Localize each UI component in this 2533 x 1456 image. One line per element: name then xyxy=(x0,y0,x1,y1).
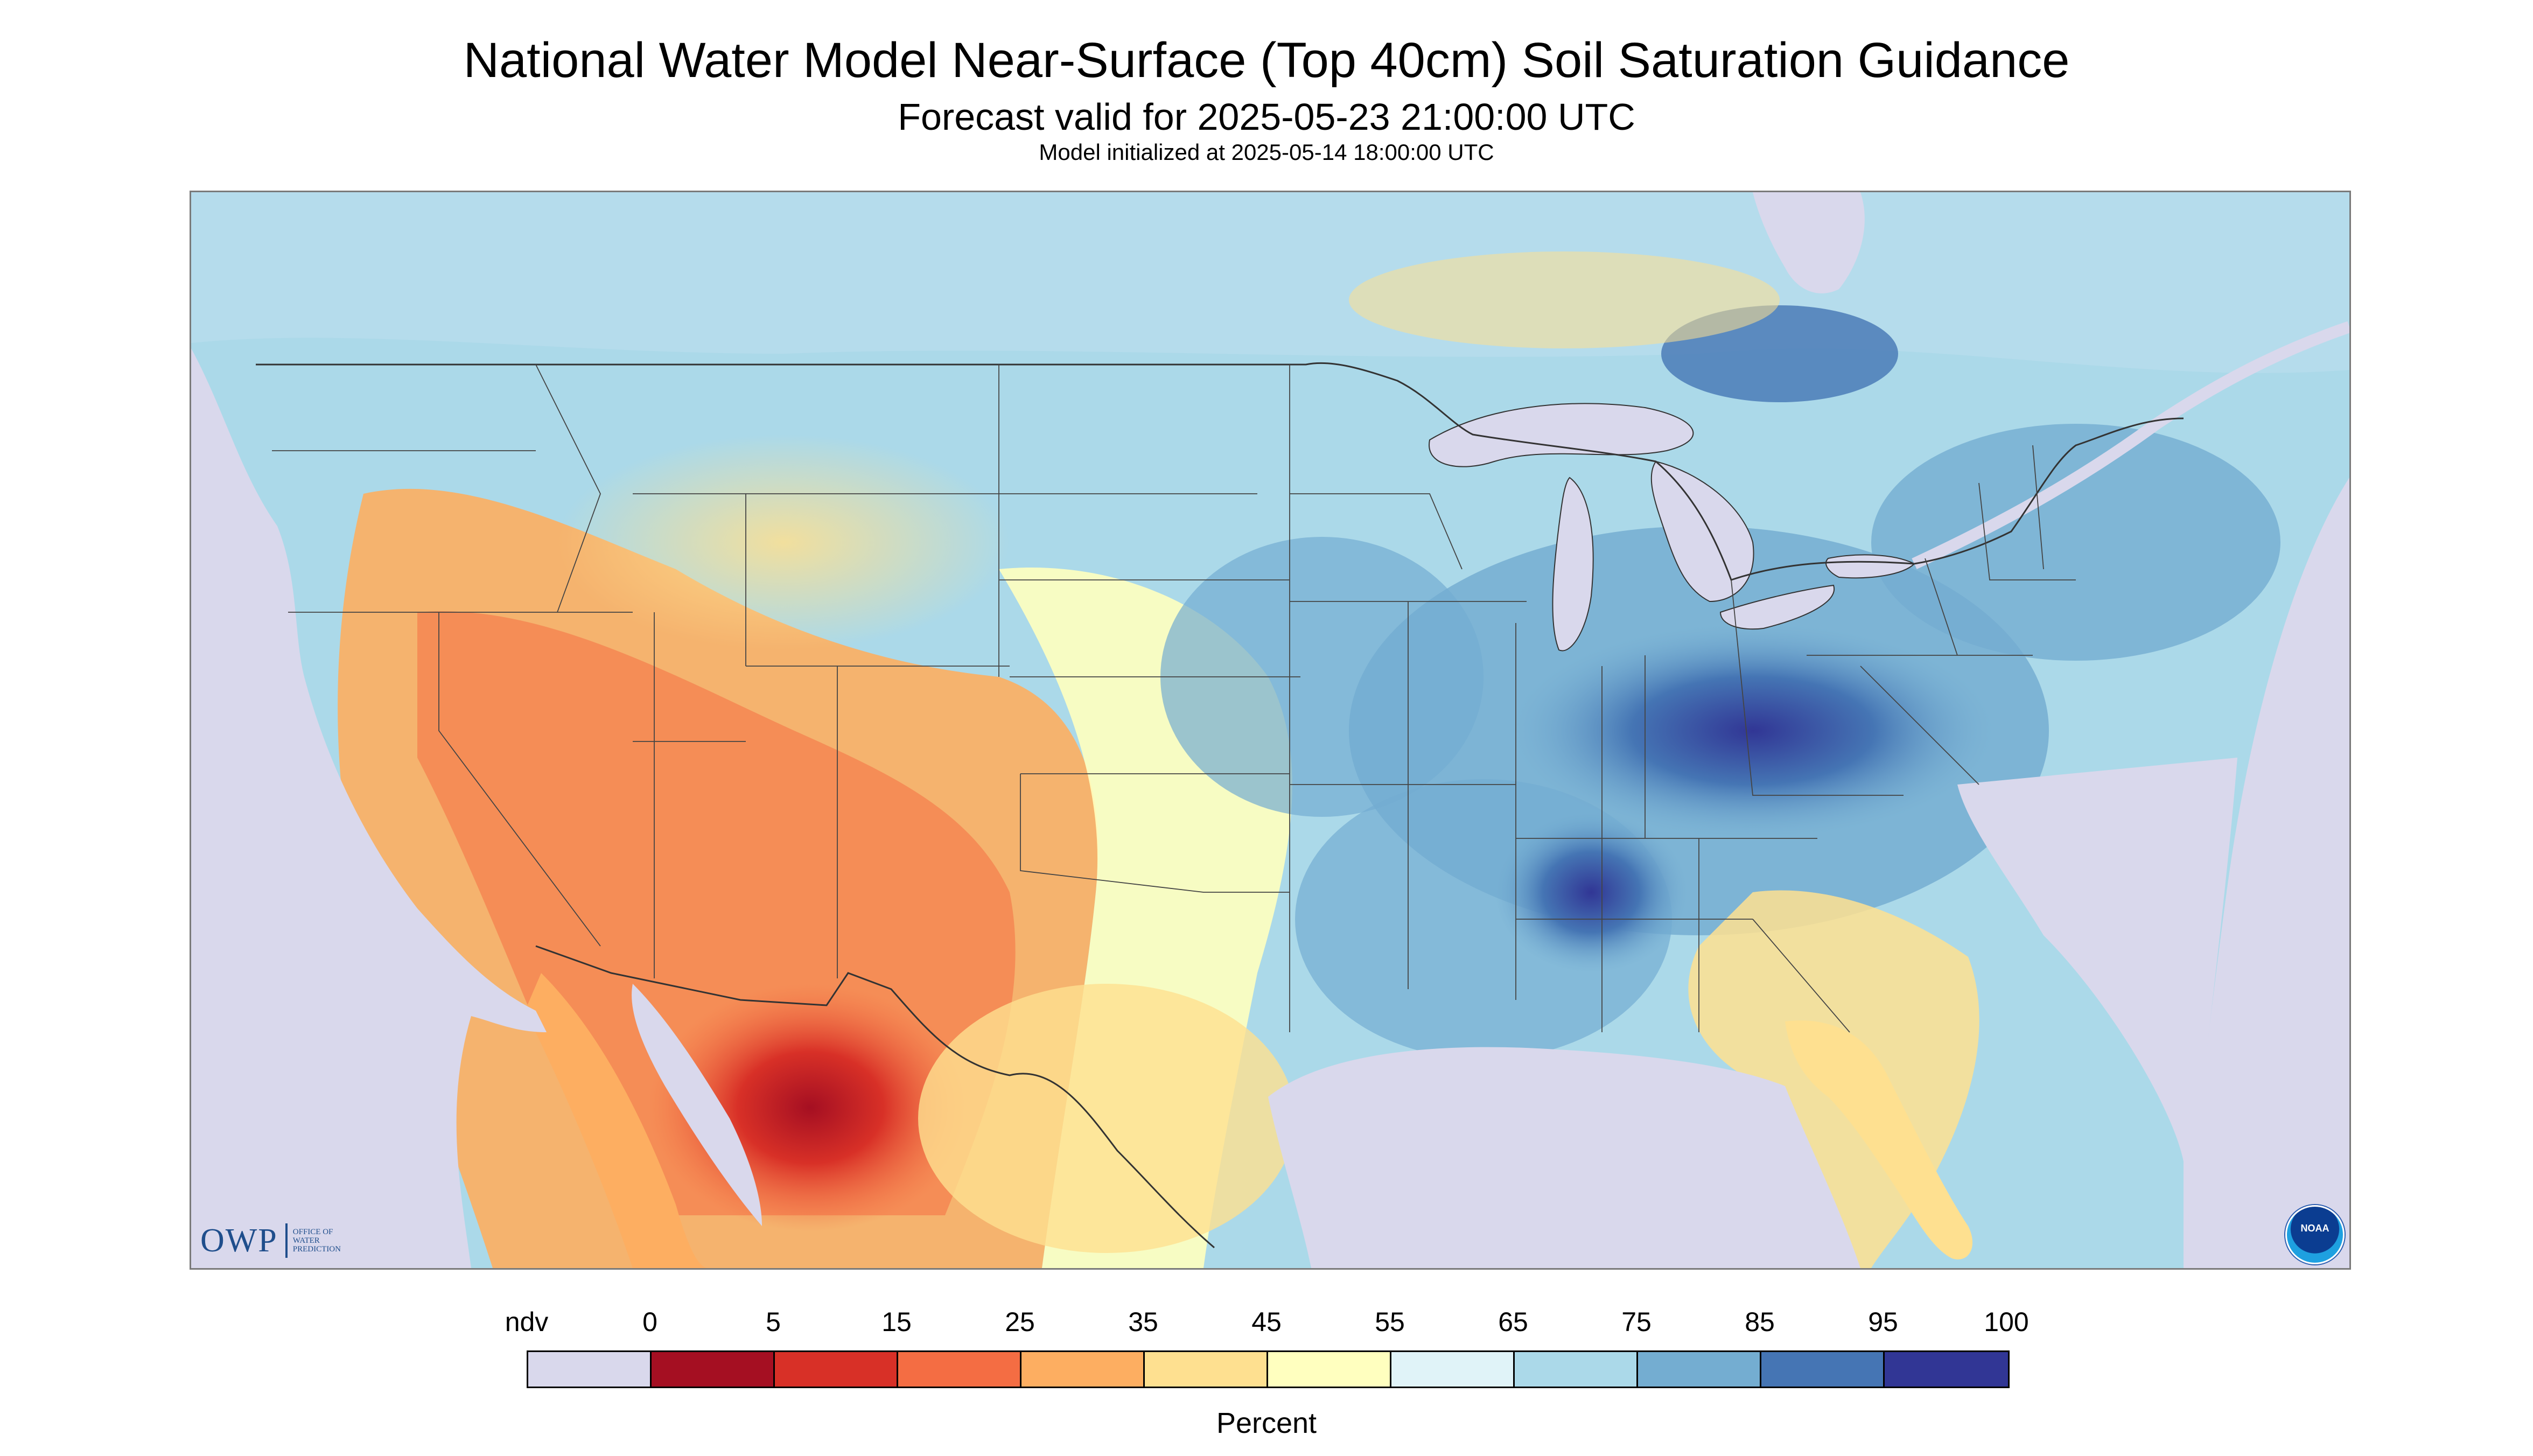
legend-labels: ndv 0 5 15 25 35 45 55 65 75 85 95 100 xyxy=(0,1306,2533,1339)
legend-swatch-45-55 xyxy=(1268,1352,1391,1387)
legend-swatch-25-35 xyxy=(1021,1352,1145,1387)
lake-superior xyxy=(1429,403,1694,467)
legend-label-75: 75 xyxy=(1621,1307,1652,1337)
legend-swatch-85-95 xyxy=(1761,1352,1885,1387)
noaa-logo-text: NOAA xyxy=(2300,1222,2329,1234)
map-canvas xyxy=(191,192,2349,1268)
owp-logo-text: OWP xyxy=(200,1222,278,1259)
legend-label-100: 100 xyxy=(1984,1307,2029,1337)
legend-label-ndv: ndv xyxy=(505,1307,549,1337)
us-mexico-border xyxy=(535,945,1215,1249)
legend-swatch-65-75 xyxy=(1515,1352,1638,1387)
legend-label-35: 35 xyxy=(1128,1307,1158,1337)
lake-michigan xyxy=(1552,477,1594,652)
legend-label-15: 15 xyxy=(881,1307,912,1337)
soil-saturation-map xyxy=(190,191,2351,1270)
legend-swatch-35-45 xyxy=(1145,1352,1268,1387)
legend-label-65: 65 xyxy=(1498,1307,1528,1337)
model-init-time: Model initialized at 2025-05-14 18:00:00… xyxy=(1039,139,1494,165)
legend-label-95: 95 xyxy=(1868,1307,1898,1337)
lake-huron xyxy=(1650,460,1754,603)
owp-sub-line-1: OFFICE OF xyxy=(292,1228,333,1236)
legend-swatch-55-65 xyxy=(1391,1352,1515,1387)
owp-sub-line-2: WATER xyxy=(292,1236,320,1245)
legend-label-45: 45 xyxy=(1251,1307,1282,1337)
legend-label-85: 85 xyxy=(1745,1307,1775,1337)
owp-logo-divider xyxy=(285,1223,288,1258)
legend-swatch-95-100 xyxy=(1885,1352,2008,1387)
legend-colorbar xyxy=(527,1350,2010,1388)
legend-label-0: 0 xyxy=(642,1307,657,1337)
legend-swatch-ndv xyxy=(528,1352,652,1387)
owp-logo: OWP OFFICE OF WATER PREDICTION xyxy=(200,1221,341,1260)
legend-label-55: 55 xyxy=(1375,1307,1405,1337)
legend-swatch-0-5 xyxy=(652,1352,775,1387)
legend-label-5: 5 xyxy=(766,1307,781,1337)
legend-swatch-75-85 xyxy=(1638,1352,1761,1387)
atlantic-nodata xyxy=(2184,478,2349,1268)
legend-swatch-15-25 xyxy=(898,1352,1021,1387)
lake-erie xyxy=(1719,584,1835,630)
lake-ontario xyxy=(1825,554,1915,579)
forecast-valid-time: Forecast valid for 2025-05-23 21:00:00 U… xyxy=(898,96,1635,138)
florida xyxy=(1785,1020,1973,1259)
owp-sub-line-3: PREDICTION xyxy=(292,1245,341,1254)
owp-logo-subtext: OFFICE OF WATER PREDICTION xyxy=(293,1228,341,1254)
gulf-of-mexico xyxy=(1268,1047,1860,1268)
map-title: National Water Model Near-Surface (Top 4… xyxy=(463,33,2070,88)
state-boundaries xyxy=(272,364,2076,1033)
legend-unit-label: Percent xyxy=(1216,1407,1317,1439)
legend-swatch-5-15 xyxy=(775,1352,898,1387)
noaa-logo: NOAA xyxy=(2285,1205,2345,1264)
legend-label-25: 25 xyxy=(1005,1307,1035,1337)
us-canada-border xyxy=(256,362,2184,581)
